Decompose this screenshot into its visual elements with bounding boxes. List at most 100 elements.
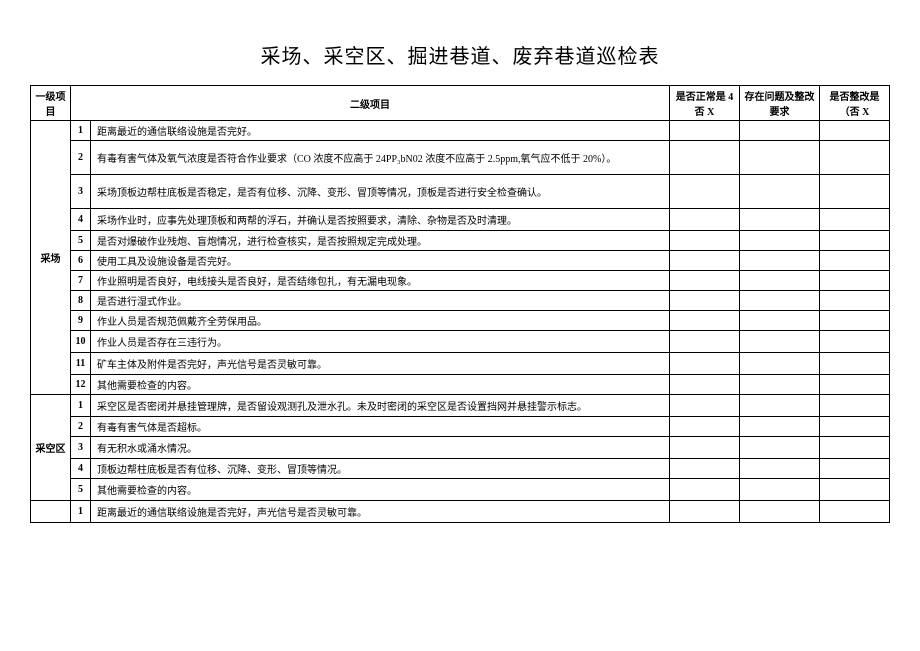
- status-cell[interactable]: [670, 311, 740, 331]
- status-cell[interactable]: [670, 479, 740, 501]
- issue-cell[interactable]: [740, 231, 820, 251]
- row-number: 8: [71, 291, 91, 311]
- row-number: 9: [71, 311, 91, 331]
- row-number: 4: [71, 209, 91, 231]
- category-cell: 采空区: [31, 395, 71, 501]
- status-cell[interactable]: [670, 209, 740, 231]
- table-row: 5其他需要检查的内容。: [31, 479, 890, 501]
- fixed-cell[interactable]: [820, 209, 890, 231]
- issue-cell[interactable]: [740, 331, 820, 353]
- fixed-cell[interactable]: [820, 501, 890, 523]
- status-cell[interactable]: [670, 395, 740, 417]
- header-category: 一级项目: [31, 86, 71, 121]
- fixed-cell[interactable]: [820, 175, 890, 209]
- status-cell[interactable]: [670, 501, 740, 523]
- header-row: 一级项目 二级项目 是否正常是 4 否 X 存在问题及整改要求 是否整改是（否 …: [31, 86, 890, 121]
- fixed-cell[interactable]: [820, 331, 890, 353]
- status-cell[interactable]: [670, 331, 740, 353]
- table-row: 11矿车主体及附件是否完好，声光信号是否灵敏可靠。: [31, 353, 890, 375]
- issue-cell[interactable]: [740, 437, 820, 459]
- status-cell[interactable]: [670, 231, 740, 251]
- issue-cell[interactable]: [740, 353, 820, 375]
- status-cell[interactable]: [670, 417, 740, 437]
- fixed-cell[interactable]: [820, 479, 890, 501]
- table-row: 3采场顶板边帮柱底板是否稳定，是否有位移、沉降、变形、冒顶等情况，顶板是否进行安…: [31, 175, 890, 209]
- status-cell[interactable]: [670, 437, 740, 459]
- issue-cell[interactable]: [740, 375, 820, 395]
- issue-cell[interactable]: [740, 121, 820, 141]
- row-description: 距离最近的通信联络设施是否完好。: [91, 121, 670, 141]
- row-description: 作业人员是否存在三违行为。: [91, 331, 670, 353]
- row-number: 10: [71, 331, 91, 353]
- row-description: 有毒有害气体是否超标。: [91, 417, 670, 437]
- table-row: 采场1距离最近的通信联络设施是否完好。: [31, 121, 890, 141]
- status-cell[interactable]: [670, 141, 740, 175]
- issue-cell[interactable]: [740, 271, 820, 291]
- issue-cell[interactable]: [740, 501, 820, 523]
- status-cell[interactable]: [670, 353, 740, 375]
- fixed-cell[interactable]: [820, 141, 890, 175]
- status-cell[interactable]: [670, 375, 740, 395]
- row-number: 2: [71, 141, 91, 175]
- row-number: 1: [71, 501, 91, 523]
- row-description: 顶板边帮柱底板是否有位移、沉降、变形、冒顶等情况。: [91, 459, 670, 479]
- row-description: 采场作业时，应事先处理顶板和两帮的浮石，并确认是否按照要求，清除、杂物是否及时清…: [91, 209, 670, 231]
- row-number: 3: [71, 175, 91, 209]
- issue-cell[interactable]: [740, 251, 820, 271]
- fixed-cell[interactable]: [820, 395, 890, 417]
- issue-cell[interactable]: [740, 417, 820, 437]
- issue-cell[interactable]: [740, 311, 820, 331]
- fixed-cell[interactable]: [820, 353, 890, 375]
- issue-cell[interactable]: [740, 291, 820, 311]
- table-row: 1距离最近的通信联络设施是否完好，声光信号是否灵敏可靠。: [31, 501, 890, 523]
- status-cell[interactable]: [670, 121, 740, 141]
- table-row: 6使用工具及设施设备是否完好。: [31, 251, 890, 271]
- issue-cell[interactable]: [740, 209, 820, 231]
- issue-cell[interactable]: [740, 395, 820, 417]
- row-number: 5: [71, 479, 91, 501]
- fixed-cell[interactable]: [820, 311, 890, 331]
- fixed-cell[interactable]: [820, 459, 890, 479]
- fixed-cell[interactable]: [820, 417, 890, 437]
- table-row: 4顶板边帮柱底板是否有位移、沉降、变形、冒顶等情况。: [31, 459, 890, 479]
- table-row: 采空区1采空区是否密闭并悬挂管理牌，是否留设观测孔及泄水孔。未及时密闭的采空区是…: [31, 395, 890, 417]
- row-description: 采空区是否密闭并悬挂管理牌，是否留设观测孔及泄水孔。未及时密闭的采空区是否设置挡…: [91, 395, 670, 417]
- table-row: 2有毒有害气体是否超标。: [31, 417, 890, 437]
- row-description: 作业照明是否良好，电线接头是否良好，是否结缘包扎，有无漏电现象。: [91, 271, 670, 291]
- row-number: 3: [71, 437, 91, 459]
- fixed-cell[interactable]: [820, 375, 890, 395]
- status-cell[interactable]: [670, 175, 740, 209]
- status-cell[interactable]: [670, 459, 740, 479]
- table-row: 12其他需要检查的内容。: [31, 375, 890, 395]
- status-cell[interactable]: [670, 271, 740, 291]
- fixed-cell[interactable]: [820, 251, 890, 271]
- page-title: 采场、采空区、掘进巷道、废弃巷道巡检表: [30, 40, 890, 69]
- row-description: 是否对爆破作业残炮、盲炮情况，进行检查核实，是否按照规定完成处理。: [91, 231, 670, 251]
- fixed-cell[interactable]: [820, 271, 890, 291]
- row-number: 11: [71, 353, 91, 375]
- table-row: 7作业照明是否良好，电线接头是否良好，是否结缘包扎，有无漏电现象。: [31, 271, 890, 291]
- row-description: 作业人员是否规范佩戴齐全劳保用品。: [91, 311, 670, 331]
- row-description: 其他需要检查的内容。: [91, 375, 670, 395]
- table-row: 5是否对爆破作业残炮、盲炮情况，进行检查核实，是否按照规定完成处理。: [31, 231, 890, 251]
- status-cell[interactable]: [670, 251, 740, 271]
- issue-cell[interactable]: [740, 459, 820, 479]
- fixed-cell[interactable]: [820, 231, 890, 251]
- row-number: 5: [71, 231, 91, 251]
- fixed-cell[interactable]: [820, 437, 890, 459]
- status-cell[interactable]: [670, 291, 740, 311]
- table-row: 9作业人员是否规范佩戴齐全劳保用品。: [31, 311, 890, 331]
- issue-cell[interactable]: [740, 175, 820, 209]
- fixed-cell[interactable]: [820, 121, 890, 141]
- table-row: 8是否进行湿式作业。: [31, 291, 890, 311]
- row-number: 1: [71, 121, 91, 141]
- row-number: 12: [71, 375, 91, 395]
- issue-cell[interactable]: [740, 141, 820, 175]
- header-status: 是否正常是 4 否 X: [670, 86, 740, 121]
- row-description: 是否进行湿式作业。: [91, 291, 670, 311]
- row-description: 其他需要检查的内容。: [91, 479, 670, 501]
- row-number: 4: [71, 459, 91, 479]
- fixed-cell[interactable]: [820, 291, 890, 311]
- issue-cell[interactable]: [740, 479, 820, 501]
- row-description: 采场顶板边帮柱底板是否稳定，是否有位移、沉降、变形、冒顶等情况，顶板是否进行安全…: [91, 175, 670, 209]
